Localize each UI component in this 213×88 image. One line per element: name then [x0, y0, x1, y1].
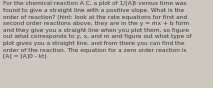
Text: For the chemical reaction A C, a plot of 1/[A]t versus time was
found to give a : For the chemical reaction A C, a plot of… — [3, 1, 191, 59]
